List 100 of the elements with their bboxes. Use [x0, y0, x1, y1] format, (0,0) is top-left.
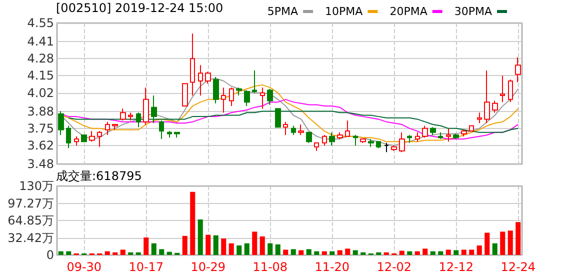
candlestick [198, 64, 203, 96]
bar [454, 250, 459, 255]
bar [206, 234, 211, 255]
bar [345, 248, 350, 255]
candlestick [151, 94, 157, 124]
bar [151, 243, 156, 255]
candlestick [128, 112, 133, 122]
legend-label: 30PMA [454, 5, 492, 18]
bar [159, 249, 164, 255]
bar [58, 251, 64, 255]
candlestick [105, 121, 110, 136]
bar [306, 249, 312, 255]
bar [166, 252, 172, 255]
y-tick-label: 3.48 [27, 157, 54, 171]
candlestick [322, 134, 327, 146]
candlestick [391, 145, 397, 152]
bar [438, 251, 444, 255]
candlestick [353, 134, 358, 146]
y-tick-label: 4.28 [27, 52, 54, 66]
bar [104, 251, 110, 255]
candlestick [283, 121, 288, 136]
bar [484, 232, 490, 255]
candlestick [422, 125, 428, 138]
candlestick [492, 100, 498, 114]
bar [198, 219, 203, 255]
bar [275, 244, 280, 255]
candlestick [120, 108, 126, 122]
bar [66, 251, 72, 255]
x-tick-label: 12-02 [376, 260, 412, 274]
bar [228, 243, 234, 255]
candlestick [469, 125, 474, 132]
bar [236, 245, 242, 255]
chart-title: [002510] 2019-12-24 15:00 [56, 1, 224, 15]
x-tick-label: 11-20 [314, 260, 350, 274]
candlestick [244, 90, 250, 107]
candlestick [368, 138, 374, 148]
candlestick [461, 129, 467, 137]
candlestick [190, 33, 195, 96]
bar [422, 248, 428, 255]
bar [508, 230, 513, 255]
legend-label: 5PMA [267, 5, 299, 18]
bar [112, 252, 118, 255]
bar [283, 250, 288, 255]
candlestick [143, 87, 149, 125]
bar [244, 243, 250, 255]
candlestick [267, 88, 273, 106]
candlestick [112, 124, 118, 130]
line-series [68, 110, 519, 133]
candlestick [252, 70, 257, 94]
candlestick [298, 124, 304, 136]
candlestick [58, 110, 64, 136]
candlestick [182, 83, 188, 107]
x-tick-label: 09-30 [66, 260, 102, 274]
x-tick-label: 11-08 [252, 260, 288, 274]
bar [268, 243, 273, 255]
y-tick-label: 3.75 [27, 121, 54, 136]
x-tick-label: 12-24 [500, 260, 536, 274]
bar [322, 251, 327, 255]
bar [430, 251, 436, 255]
y-tick-label: 4.15 [27, 68, 54, 83]
candlestick [159, 120, 164, 140]
bar [476, 245, 482, 255]
candlestick [446, 128, 451, 142]
bar [384, 252, 389, 255]
candlestick [81, 134, 87, 142]
candlestick [415, 132, 420, 142]
bar [376, 252, 382, 255]
y-tick-label: 0 [46, 248, 54, 262]
bar [120, 250, 126, 255]
y-tick-label: 97.27万 [8, 196, 54, 210]
bar [298, 250, 304, 255]
candlestick [167, 130, 172, 138]
bar [352, 250, 358, 255]
candlestick [205, 71, 211, 84]
y-tick-label: 4.02 [27, 86, 54, 100]
x-tick-label: 10-17 [128, 260, 164, 274]
candlestick [360, 138, 366, 144]
bar [414, 251, 420, 255]
candlestick [291, 125, 296, 136]
bar [221, 238, 226, 255]
candlestick [221, 87, 226, 114]
candlestick [236, 87, 242, 96]
candlestick [345, 120, 350, 137]
candlestick [438, 132, 443, 140]
y-tick-label: 130万 [19, 179, 54, 193]
candlestick [89, 130, 95, 142]
bar [252, 232, 258, 255]
legend-label: 10PMA [325, 5, 364, 18]
bar [128, 252, 134, 255]
y-tick-label: 4.55 [27, 16, 54, 30]
candlestick [500, 75, 505, 103]
x-tick-label: 12-12 [438, 260, 474, 274]
candlestick [229, 87, 234, 107]
bar [290, 249, 296, 255]
candlestick [329, 132, 335, 146]
bar [469, 250, 474, 255]
y-tick-label: 3.62 [27, 138, 54, 153]
bar [492, 243, 498, 255]
y-tick-label: 3.88 [27, 104, 54, 118]
bar [399, 250, 404, 255]
